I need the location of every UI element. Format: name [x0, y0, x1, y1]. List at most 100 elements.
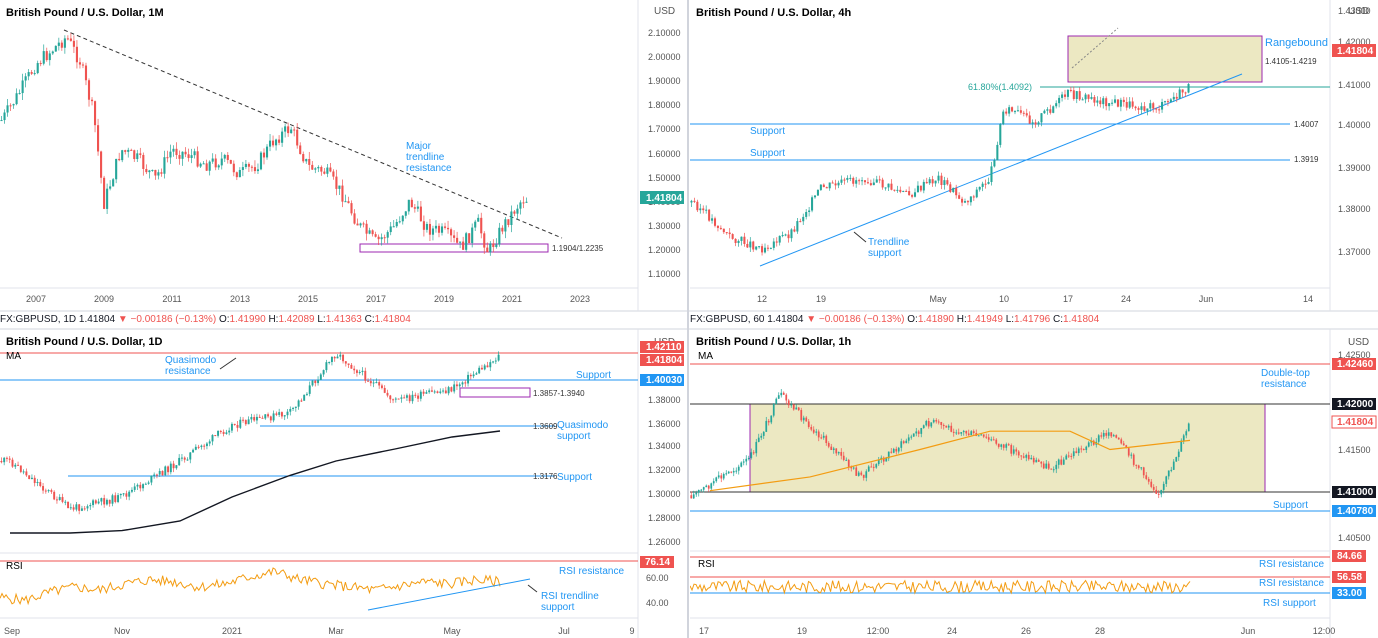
candle [133, 486, 136, 490]
time-tick: 12 [757, 294, 767, 304]
rsi-tick: 40.00 [646, 598, 669, 608]
candle [178, 457, 181, 466]
candle [53, 491, 56, 500]
candle [816, 189, 819, 196]
annotation-quasimodo: Quasimodo [165, 355, 217, 366]
candle [845, 459, 848, 461]
candle [51, 51, 54, 54]
candle [1125, 445, 1128, 449]
candle [1117, 437, 1120, 440]
candle [333, 356, 336, 359]
candle [60, 42, 63, 48]
candle [808, 210, 811, 212]
price-tick: 1.70000 [648, 124, 681, 134]
candle [12, 104, 15, 106]
candle [375, 382, 378, 384]
daily-time-axis: Sep Nov 2021 Mar May Jul 9 [4, 626, 635, 636]
candle [785, 394, 788, 401]
time-tick: Jun [1199, 294, 1214, 304]
candle [325, 362, 328, 371]
candle [696, 201, 699, 211]
candle [1013, 111, 1017, 113]
candle [225, 432, 228, 434]
candle [1097, 435, 1100, 442]
candle [737, 466, 740, 471]
candle [763, 247, 767, 253]
candle [386, 232, 389, 238]
candle [342, 354, 345, 362]
h4-price-axis: 1.43000 1.42000 1.41000 1.40000 1.39000 1.380… [1338, 6, 1371, 257]
candle [18, 93, 21, 95]
candle [890, 451, 893, 453]
daily-chart[interactable]: British Pound / U.S. Dollar, 1D MA RSI U… [0, 329, 688, 638]
candle [453, 235, 456, 238]
candle [1155, 489, 1158, 494]
ma-label: MA [6, 351, 21, 362]
candle [507, 219, 510, 225]
candle [1172, 461, 1175, 470]
time-tick: 19 [816, 294, 826, 304]
candle [28, 475, 31, 480]
candle [849, 177, 852, 179]
candle [897, 447, 900, 452]
candle [160, 172, 163, 174]
candle [761, 246, 764, 253]
monthly-chart[interactable]: British Pound / U.S. Dollar, 1M USD 2.10… [0, 0, 688, 311]
candle [72, 507, 75, 510]
candle [172, 148, 175, 152]
candle [369, 381, 372, 384]
candle [725, 473, 728, 475]
time-tick: 2023 [570, 294, 590, 304]
h1-chart[interactable]: British Pound / U.S. Dollar, 1h MA RSI U… [690, 329, 1378, 638]
candle [1030, 457, 1033, 460]
annotation-trendline: Trendline [868, 237, 910, 248]
candle [326, 167, 329, 174]
candle [992, 439, 995, 441]
candle [283, 415, 286, 417]
candle [797, 407, 800, 411]
candle [30, 477, 33, 480]
candle [731, 234, 734, 239]
h4-candles [690, 82, 1190, 256]
candle [872, 466, 875, 468]
candle [822, 435, 825, 438]
candle [819, 184, 822, 190]
candle [917, 431, 920, 434]
candle [19, 465, 22, 472]
candle [136, 484, 139, 487]
candle [772, 241, 775, 248]
price-tick: 1.34000 [648, 441, 681, 451]
candle [807, 421, 810, 427]
candle [330, 356, 333, 363]
candle [758, 246, 761, 248]
candle [1082, 448, 1085, 450]
h4-chart[interactable]: British Pound / U.S. Dollar, 4h USD 1.43… [690, 0, 1378, 311]
h4-time-axis: 12 19 May 10 17 24 Jun 14 [757, 294, 1313, 304]
candle [450, 387, 453, 392]
annotation-rsi-arrow [527, 584, 538, 593]
time-tick: 2011 [162, 294, 181, 304]
candle [743, 236, 746, 244]
candle [1007, 444, 1010, 446]
candle [233, 423, 236, 425]
candle [1161, 101, 1164, 110]
candle [787, 234, 790, 239]
range-bottom-price-tag [1332, 486, 1376, 498]
candle [78, 504, 81, 511]
candle [1011, 107, 1014, 112]
candle [164, 466, 167, 476]
candle [1081, 99, 1084, 101]
time-tick: 2019 [434, 294, 454, 304]
candle [1172, 96, 1175, 100]
candle [922, 425, 925, 429]
candle [940, 422, 943, 426]
h1-price-axis: 1.42500 1.41500 1.40500 [1338, 350, 1371, 543]
time-tick: May [929, 294, 947, 304]
candle [47, 490, 50, 492]
currency-label: USD [654, 6, 675, 17]
candle [1032, 457, 1035, 463]
time-tick: Jun [1241, 626, 1256, 636]
price-tick: 1.60000 [648, 149, 681, 159]
candle [414, 394, 417, 396]
